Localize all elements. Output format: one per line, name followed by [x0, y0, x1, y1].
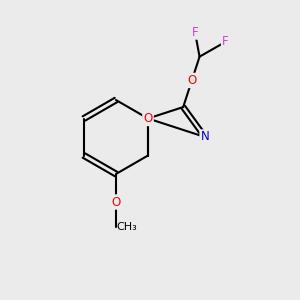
Text: O: O	[187, 74, 196, 87]
Text: F: F	[192, 26, 198, 38]
Text: O: O	[111, 196, 121, 208]
Text: O: O	[143, 112, 153, 125]
Text: N: N	[201, 130, 209, 143]
Text: CH₃: CH₃	[116, 222, 137, 232]
Text: F: F	[222, 35, 229, 48]
